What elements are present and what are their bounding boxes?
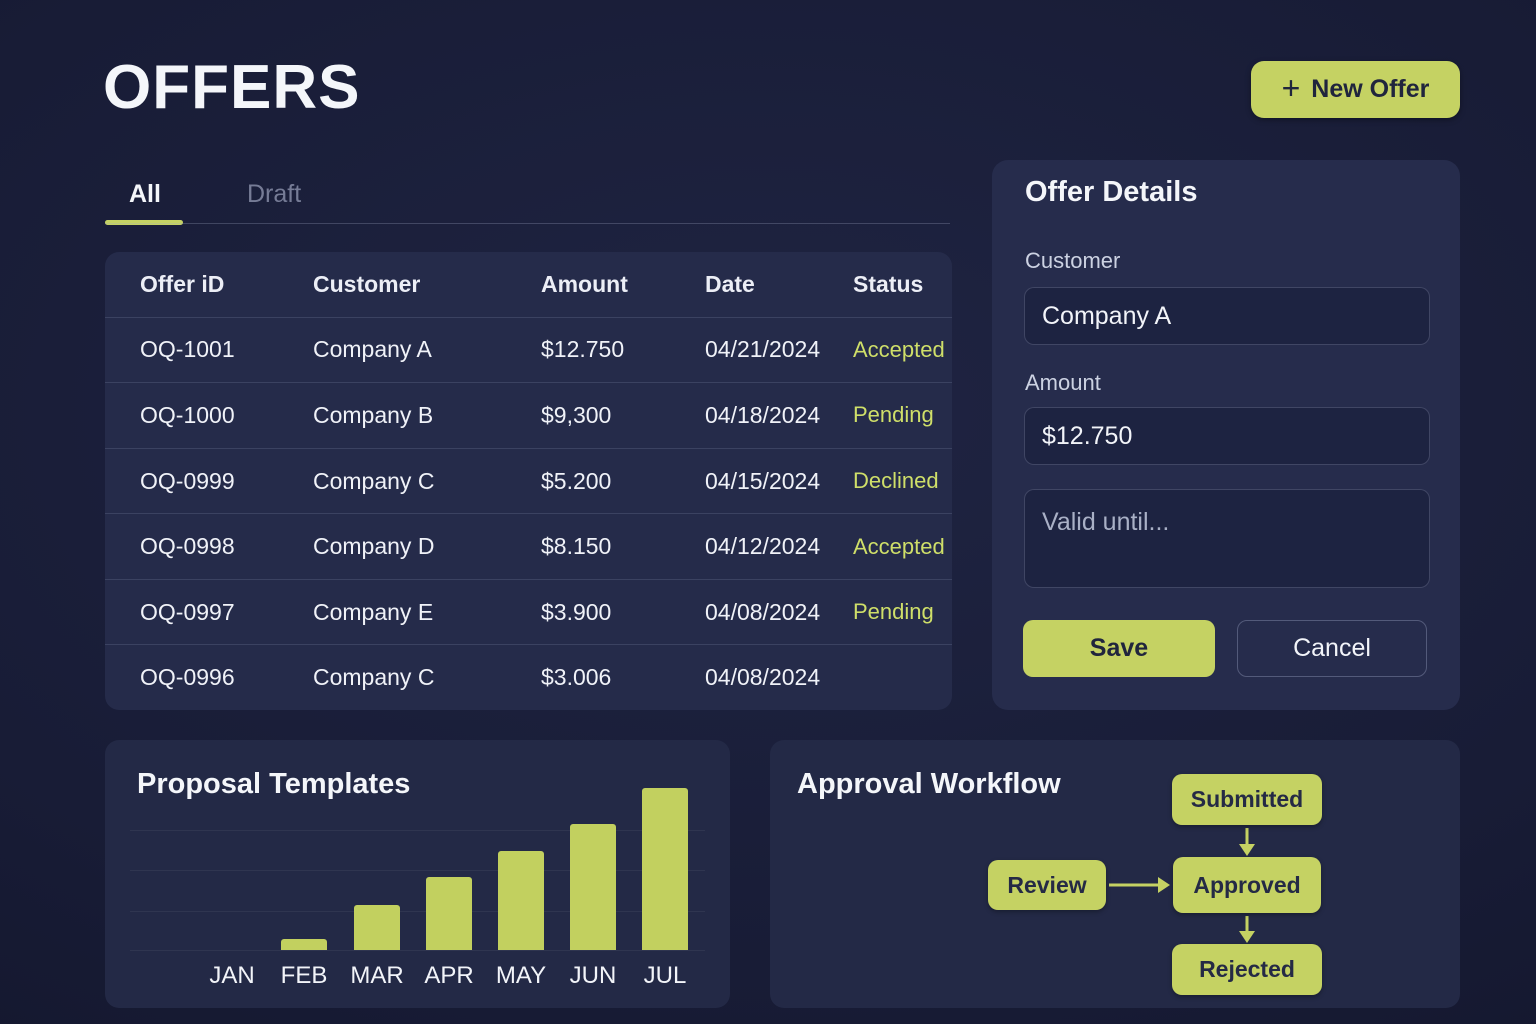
chart-bar-may bbox=[498, 851, 544, 950]
column-header-customer: Customer bbox=[313, 270, 421, 297]
amount-cell: $9,300 bbox=[541, 401, 612, 428]
amount-cell: $5.200 bbox=[541, 467, 612, 494]
workflow-node-approved: Approved bbox=[1173, 857, 1321, 913]
proposal-templates-title: Proposal Templates bbox=[137, 768, 411, 800]
chart-x-label: JAN bbox=[209, 962, 255, 989]
approval-workflow-card: Approval Workflow Submitted Review Approve… bbox=[770, 740, 1460, 1008]
tab-all[interactable]: All bbox=[129, 180, 161, 208]
workflow-node-rejected: Rejected bbox=[1172, 944, 1322, 995]
new-offer-label: New Offer bbox=[1311, 75, 1430, 103]
status-badge: Accepted bbox=[853, 533, 945, 559]
amount-cell: $8.150 bbox=[541, 533, 612, 560]
table-row[interactable]: OQ-0999 Company C $5.200 04/15/2024 Declined bbox=[105, 449, 952, 515]
offer-id-cell: OQ-0996 bbox=[140, 664, 235, 691]
table-row[interactable]: OQ-0997 Company E $3.900 04/08/2024 Pending bbox=[105, 580, 952, 646]
offer-details-panel: Offer Details Customer Amount Save Cance… bbox=[992, 160, 1460, 710]
amount-cell: $3.900 bbox=[541, 598, 612, 625]
customer-cell: Company B bbox=[313, 401, 434, 428]
workflow-node-review: Review bbox=[988, 860, 1106, 910]
customer-cell: Company D bbox=[313, 533, 435, 560]
active-tab-underline bbox=[105, 220, 183, 225]
chart-gridline bbox=[130, 830, 705, 831]
status-badge: Declined bbox=[853, 468, 939, 494]
date-cell: 04/12/2024 bbox=[705, 533, 821, 560]
table-header-row: Offer iD Customer Amount Date Status bbox=[105, 252, 952, 318]
proposal-templates-card: Proposal Templates JAN FEB MAR APR MAY JUN JUL bbox=[105, 740, 730, 1008]
chart-bar-apr bbox=[426, 877, 472, 950]
status-badge: Accepted bbox=[853, 336, 945, 362]
amount-input[interactable] bbox=[1024, 407, 1430, 465]
chart-x-label: JUL bbox=[643, 962, 687, 989]
customer-label: Customer bbox=[1025, 248, 1121, 273]
customer-input[interactable] bbox=[1024, 287, 1430, 345]
amount-cell: $3.006 bbox=[541, 664, 612, 691]
chart-gridline bbox=[130, 950, 705, 951]
offer-id-cell: OQ-1000 bbox=[140, 401, 235, 428]
offer-id-cell: OQ-0998 bbox=[140, 533, 235, 560]
save-button[interactable]: Save bbox=[1023, 620, 1215, 677]
offer-details-title: Offer Details bbox=[1025, 176, 1198, 208]
offer-id-cell: OQ-1001 bbox=[140, 336, 235, 363]
workflow-node-submitted: Submitted bbox=[1172, 774, 1322, 825]
customer-cell: Company C bbox=[313, 467, 435, 494]
chart-gridline bbox=[130, 911, 705, 912]
plus-icon: + bbox=[1281, 70, 1301, 106]
status-badge: Pending bbox=[853, 599, 934, 625]
chart-gridline bbox=[130, 870, 705, 871]
offers-table: Offer iD Customer Amount Date Status OQ-… bbox=[105, 252, 952, 710]
table-row[interactable]: OQ-1001 Company A $12.750 04/21/2024 Accepte… bbox=[105, 318, 952, 384]
amount-cell: $12.750 bbox=[541, 336, 625, 363]
chart-x-label: MAR bbox=[350, 962, 404, 989]
column-header-date: Date bbox=[705, 270, 755, 297]
status-badge: Pending bbox=[853, 402, 934, 428]
valid-until-input[interactable] bbox=[1024, 489, 1430, 588]
chart-x-label: JUN bbox=[569, 962, 617, 989]
column-header-offer-id: Offer iD bbox=[140, 270, 225, 297]
table-row[interactable]: OQ-0996 Company C $3.006 04/08/2024 bbox=[105, 645, 952, 710]
customer-cell: Company E bbox=[313, 598, 434, 625]
offer-id-cell: OQ-0997 bbox=[140, 598, 235, 625]
chart-bar-jul bbox=[642, 788, 688, 950]
date-cell: 04/18/2024 bbox=[705, 401, 821, 428]
date-cell: 04/15/2024 bbox=[705, 467, 821, 494]
amount-label: Amount bbox=[1025, 370, 1101, 395]
column-header-amount: Amount bbox=[541, 270, 628, 297]
chart-x-label: APR bbox=[424, 962, 474, 989]
new-offer-button[interactable]: + New Offer bbox=[1251, 61, 1460, 118]
date-cell: 04/21/2024 bbox=[705, 336, 821, 363]
tab-divider bbox=[105, 223, 950, 224]
date-cell: 04/08/2024 bbox=[705, 664, 821, 691]
cancel-button[interactable]: Cancel bbox=[1237, 620, 1427, 677]
table-row[interactable]: OQ-1000 Company B $9,300 04/18/2024 Pending bbox=[105, 383, 952, 449]
chart-x-label: MAY bbox=[495, 962, 547, 989]
approval-workflow-title: Approval Workflow bbox=[797, 768, 1061, 800]
offer-id-cell: OQ-0999 bbox=[140, 467, 235, 494]
column-header-status: Status bbox=[853, 270, 924, 297]
chart-bar-jun bbox=[570, 824, 616, 950]
date-cell: 04/08/2024 bbox=[705, 598, 821, 625]
page-title: OFFERS bbox=[103, 53, 361, 122]
customer-cell: Company C bbox=[313, 664, 435, 691]
chart-bar-mar bbox=[354, 905, 400, 950]
tab-draft[interactable]: Draft bbox=[247, 180, 302, 208]
table-row[interactable]: OQ-0998 Company D $8.150 04/12/2024 Accepted bbox=[105, 514, 952, 580]
chart-bar-feb bbox=[281, 939, 327, 950]
workflow-arrows bbox=[1109, 828, 1255, 943]
chart-x-label: FEB bbox=[280, 962, 328, 989]
customer-cell: Company A bbox=[313, 336, 432, 363]
